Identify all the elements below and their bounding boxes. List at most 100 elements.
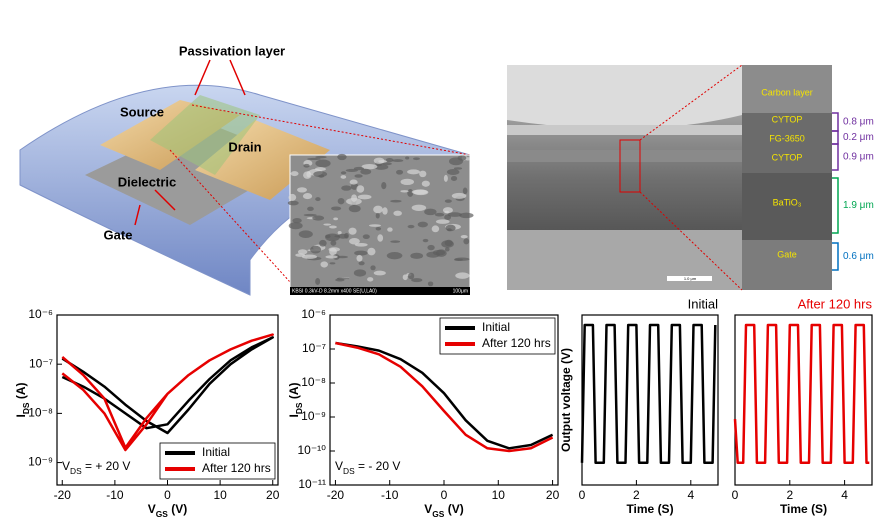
chart: 0 2 4 After 120 hrs: [732, 296, 873, 502]
speckle: [337, 230, 342, 235]
speckle: [435, 219, 450, 224]
speckle: [356, 185, 365, 193]
label-part: DS: [21, 402, 31, 414]
sem-layer: [507, 150, 742, 162]
speckle: [373, 205, 383, 214]
speckle: [337, 153, 347, 161]
zoom-layer: [742, 240, 832, 290]
zoom-layer: [742, 65, 832, 113]
legend-box: [439, 317, 556, 355]
speckle: [455, 272, 470, 279]
speckle: [348, 205, 361, 213]
legend-box: [159, 442, 276, 480]
axis-label: Time (S): [780, 502, 827, 516]
speckle: [405, 156, 410, 160]
layer-label: BaTiO₃: [773, 197, 802, 207]
speckle: [375, 227, 382, 231]
thickness-label: 1.9 μm: [843, 200, 874, 211]
speckle: [392, 159, 404, 162]
speckle: [358, 261, 365, 266]
speckle: [348, 237, 360, 245]
speckle: [431, 225, 440, 233]
cross-section: 1.0 μm Carbon layer CYTOP FG-3650 CYTOP BaTi…: [507, 64, 874, 291]
speckle: [303, 213, 317, 217]
speckle: [447, 212, 462, 217]
speckle: [328, 247, 341, 252]
axis-label: VGS (V): [148, 502, 187, 519]
y-tick-label: 10⁻⁷: [302, 341, 326, 355]
speckle: [350, 183, 359, 190]
speckle: [320, 261, 328, 268]
speckle: [377, 234, 384, 242]
x-tick-label: 10: [213, 488, 227, 502]
speckle: [287, 200, 299, 206]
x-tick-label: 20: [546, 488, 560, 502]
label: Source: [120, 104, 164, 119]
speckle: [421, 180, 430, 187]
speckle: [385, 158, 394, 163]
speckle: [349, 179, 358, 185]
speckle: [330, 240, 337, 246]
label-part: (V): [168, 502, 187, 516]
label: Dielectric: [118, 174, 177, 189]
speckle: [417, 221, 428, 228]
axis-label: VDS = + 20 V: [62, 459, 130, 476]
axis-label: IDS (A): [287, 383, 304, 418]
zoom-box: [619, 139, 641, 193]
zoom-layer: [742, 113, 832, 173]
sem-layer: [507, 125, 742, 135]
speckle: [443, 174, 448, 182]
series-line: [335, 341, 554, 450]
speckle: [295, 253, 306, 257]
speckle: [382, 162, 392, 166]
speckle: [345, 168, 358, 172]
label-part: V: [62, 459, 70, 473]
speckle: [340, 175, 347, 179]
axis-label: VGS (V): [424, 502, 463, 519]
label-part: V: [148, 502, 156, 516]
thickness-label: 0.9 μm: [843, 152, 874, 163]
series-line: [335, 341, 554, 453]
label-part: V: [335, 459, 343, 473]
series-line: [580, 323, 717, 465]
scale-bar: [667, 276, 712, 281]
speckle: [441, 240, 454, 248]
speckle: [387, 227, 393, 232]
layer-labels: Carbon layer CYTOP FG-3650 CYTOP BaTiO₃ Gate 0…: [761, 87, 874, 271]
speckle: [411, 189, 428, 195]
speckle: [459, 212, 474, 219]
bracket: [832, 242, 839, 271]
axis-label: Output voltage (V): [559, 348, 573, 452]
speckle: [446, 168, 460, 176]
speckle: [331, 206, 342, 211]
speckle: [393, 210, 402, 216]
speckle: [382, 207, 388, 215]
speckle: [337, 233, 349, 239]
label-part: GS: [432, 509, 445, 519]
label-part: V: [424, 502, 432, 516]
speckle: [427, 281, 434, 287]
speckle: [310, 245, 322, 254]
label: Gate: [104, 227, 133, 242]
speckle: [390, 240, 401, 243]
label-part: (A): [14, 383, 28, 403]
bracket: [832, 177, 839, 234]
speckle: [457, 155, 467, 161]
label-part: = + 20 V: [82, 459, 131, 473]
label-part: (A): [287, 383, 301, 403]
label-part: I: [287, 414, 301, 417]
x-tick-label: 0: [164, 488, 171, 502]
speckle: [325, 234, 331, 239]
y-tick-label: 10⁻⁸: [301, 375, 326, 389]
speckle: [328, 225, 337, 229]
speckle: [444, 199, 452, 203]
zoom-layer: [742, 173, 832, 240]
speckle: [460, 234, 468, 239]
layer-label: FG-3650: [769, 133, 805, 143]
speckle: [353, 269, 367, 277]
speckle: [451, 192, 467, 199]
speckle: [354, 242, 368, 247]
speckle: [424, 208, 437, 216]
speckle: [427, 244, 435, 251]
speckle: [386, 252, 403, 260]
